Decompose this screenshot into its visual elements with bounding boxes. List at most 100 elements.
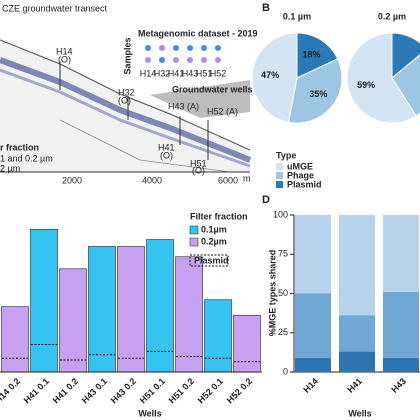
well-label: H14 (56, 46, 73, 56)
distance-tick: 2000 (62, 175, 82, 185)
y-tick-label: 100 (273, 209, 288, 219)
sample-dot (159, 57, 165, 63)
sample-well: H41 (168, 68, 185, 78)
well-label: H52 (A) (207, 106, 238, 116)
x-tick-label: H14 0.2 (0, 376, 22, 405)
legend-label: 0.2µm (201, 236, 227, 246)
bar (175, 256, 203, 373)
layer (150, 80, 250, 118)
panel-label: B (262, 2, 270, 14)
layer-line (59, 119, 231, 173)
sample-dot (145, 45, 151, 51)
well-label: H32 (118, 87, 135, 97)
sample-well: H43 (182, 68, 199, 78)
y-tick-label: 25 (278, 327, 288, 337)
stack-segment (295, 293, 331, 358)
sample-dot (145, 57, 151, 63)
aquifer (0, 68, 251, 168)
panel-label: D (262, 194, 270, 206)
pie-label: 35% (309, 89, 327, 99)
well-label: H51 (190, 158, 207, 168)
well-aquifer: (O) (160, 150, 173, 160)
legend-swatch (276, 163, 283, 170)
dataset-title: Metagenomic dataset - 2019 (138, 28, 258, 38)
sample-dot (173, 45, 179, 51)
sample-well: H32 (154, 68, 171, 78)
pie-slice (251, 32, 298, 123)
bar (146, 239, 174, 373)
well-aquifer: (O) (58, 54, 71, 64)
x-tick-label: H43 (389, 376, 408, 395)
distance-unit: m (243, 173, 251, 183)
stack-segment (339, 351, 375, 372)
bar (117, 246, 145, 373)
x-tick-label: H51 0.1 (138, 376, 167, 405)
aquifer (0, 57, 252, 163)
filter-line: 1 and 0.2 µm (0, 153, 53, 163)
x-tick-label: H41 0.2 (51, 376, 80, 405)
transect-diagram: CZE groundwater transect Metagenomic dat… (0, 3, 258, 185)
well-aquifer: (O) (118, 95, 131, 105)
bar (88, 246, 116, 373)
sample-dot (201, 57, 207, 63)
filter-title: r fraction (0, 142, 39, 152)
wells-label: Groundwater wells (172, 84, 253, 94)
distance-tick: 6000 (218, 175, 238, 185)
pie-label: 18% (302, 50, 320, 60)
stack-segment (383, 291, 419, 358)
x-tick-label: H43 0.2 (109, 376, 138, 405)
sample-dot (173, 57, 179, 63)
sample-well: H14 (140, 68, 157, 78)
sample-dot (215, 45, 221, 51)
legend-box (189, 254, 229, 267)
sample-dot (187, 57, 193, 63)
stack-segment (383, 215, 419, 292)
pie-label: 47% (261, 70, 279, 80)
sample-dot (201, 45, 207, 51)
samples-label: Samples (122, 37, 132, 74)
pie-title: 0.1 µm (283, 11, 311, 21)
pie-label: 59% (357, 80, 375, 90)
bar (204, 299, 232, 373)
x-tick-label: H14 (301, 376, 320, 395)
sample-well: H52 (210, 68, 227, 78)
legend-label: Phage (287, 170, 314, 180)
ground (0, 38, 250, 172)
x-axis-label: Wells (348, 408, 371, 418)
legend-label: Plasmid (287, 179, 322, 189)
x-tick-label: H52 0.1 (196, 376, 225, 405)
bar (30, 228, 58, 373)
pie-slice (296, 32, 339, 79)
legend-title: Type (276, 150, 296, 160)
sample-well: H51 (196, 68, 213, 78)
stack-segment (295, 357, 331, 372)
legend-swatch (189, 237, 199, 247)
distance-tick: 4000 (142, 175, 162, 185)
pie-title: 0.2 µm (378, 11, 406, 21)
sample-dot (215, 57, 221, 63)
sample-dot (159, 45, 165, 51)
surface (0, 39, 251, 151)
filter-line: 2 µm (0, 163, 20, 173)
bar (59, 268, 87, 373)
legend-label: 0.1µm (201, 224, 227, 234)
stack-segment (339, 215, 375, 316)
x-tick-label: H51 0.2 (167, 376, 196, 405)
x-tick-label: H41 (345, 376, 364, 395)
pie-slice (346, 32, 417, 124)
stack-segment (295, 215, 331, 294)
y-tick-label: 75 (278, 249, 288, 259)
transect-title: CZE groundwater transect (2, 3, 108, 13)
x-tick-label: H52 0.2 (225, 376, 254, 405)
well-label: H43 (A) (168, 101, 199, 111)
bar (233, 314, 261, 373)
x-axis-label: Wells (138, 408, 161, 418)
legend-swatch (276, 172, 283, 179)
legend-title: Filter fraction (190, 211, 248, 221)
legend-swatch (276, 181, 283, 188)
y-tick-label: 0 (283, 366, 288, 376)
x-tick-label: H41 0.1 (22, 376, 51, 405)
bar (1, 306, 29, 373)
stack-segment (383, 357, 419, 372)
